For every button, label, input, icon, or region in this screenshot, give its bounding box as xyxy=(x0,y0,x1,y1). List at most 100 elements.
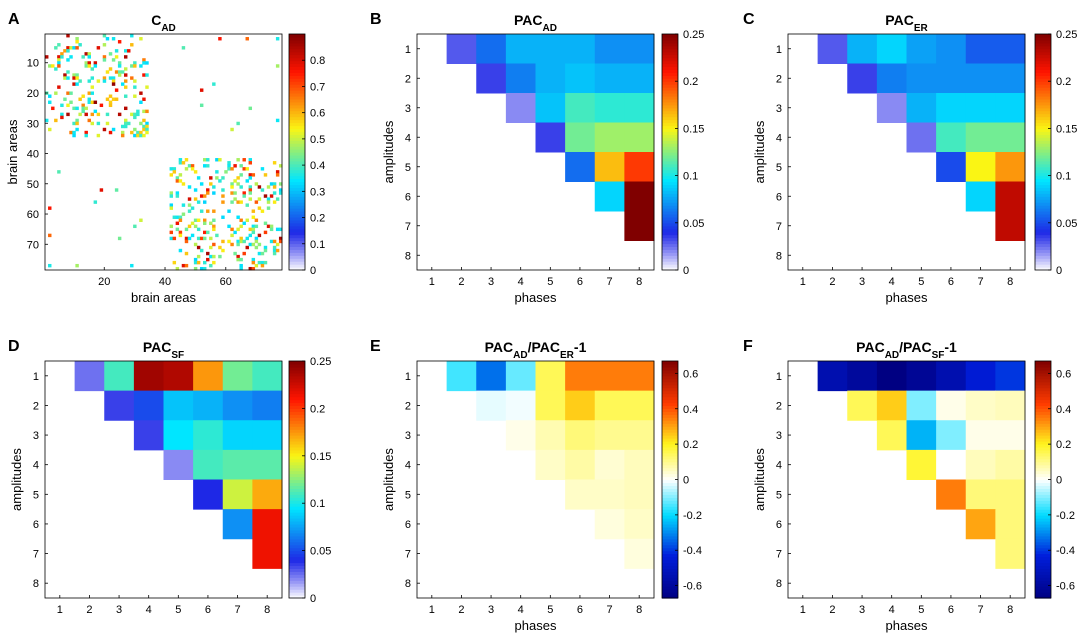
heatmap-cell xyxy=(193,218,198,222)
heatmap-cell xyxy=(278,227,283,232)
colorbar-swatch xyxy=(289,583,305,587)
heatmap-cell xyxy=(163,390,194,421)
colorbar-swatch xyxy=(289,518,305,522)
heatmap-cell xyxy=(876,63,907,94)
heatmap-cell xyxy=(145,61,149,65)
colorbar-swatch xyxy=(289,152,305,156)
colorbar-swatch xyxy=(662,172,678,177)
heatmap-cell xyxy=(181,161,186,165)
heatmap-cell xyxy=(74,361,105,392)
colorbar-swatch xyxy=(662,363,678,368)
heatmap-cell xyxy=(87,100,91,104)
heatmap-cell xyxy=(63,97,67,101)
heatmap-cell xyxy=(227,161,231,165)
x-tick-label: 3 xyxy=(859,276,865,288)
heatmap-cell xyxy=(48,127,52,132)
colorbar-tick-label: 0.2 xyxy=(1056,439,1071,451)
heatmap-cell xyxy=(230,233,234,238)
heatmap-cell xyxy=(215,176,219,180)
colorbar-swatch xyxy=(1035,414,1051,418)
heatmap-cell xyxy=(995,449,1026,480)
colorbar-swatch xyxy=(1035,134,1051,138)
heatmap-cell xyxy=(212,224,216,229)
heatmap-cell xyxy=(120,82,125,86)
heatmap-cell xyxy=(133,112,137,117)
colorbar-swatch xyxy=(662,163,678,168)
colorbar-swatch xyxy=(1035,184,1051,188)
colorbar-swatch xyxy=(1035,574,1051,578)
colorbar-swatch xyxy=(289,234,305,239)
heatmap-cell xyxy=(72,121,76,126)
colorbar-swatch xyxy=(1035,181,1051,186)
colorbar-tick-label: 0.2 xyxy=(683,439,698,451)
heatmap-cell xyxy=(206,164,210,168)
heatmap-cell xyxy=(248,173,253,177)
heatmap-cell xyxy=(78,43,82,47)
heatmap-cell xyxy=(66,76,70,80)
heatmap-cell xyxy=(254,245,259,250)
colorbar-swatch xyxy=(662,240,678,245)
y-tick-label: 3 xyxy=(776,430,782,442)
colorbar-swatch xyxy=(1035,384,1051,389)
colorbar-swatch xyxy=(662,213,678,218)
colorbar-swatch xyxy=(662,402,678,407)
heatmap-cell xyxy=(221,176,225,180)
colorbar-swatch xyxy=(289,190,305,194)
heatmap-cell xyxy=(60,52,64,56)
heatmap-cell xyxy=(184,251,189,256)
colorbar-swatch xyxy=(1035,509,1051,513)
heatmap-cell xyxy=(145,109,149,114)
heatmap-cell xyxy=(54,67,58,71)
heatmap-cell xyxy=(222,390,253,421)
heatmap-cell xyxy=(594,509,625,540)
heatmap-cell xyxy=(624,181,655,212)
heatmap-cell xyxy=(169,206,174,210)
colorbar-swatch xyxy=(662,405,678,409)
colorbar-swatch xyxy=(662,154,678,159)
colorbar-swatch xyxy=(662,571,678,575)
colorbar-swatch xyxy=(1035,577,1051,581)
colorbar-swatch xyxy=(1035,479,1051,484)
heatmap-cell xyxy=(90,67,95,71)
colorbar-swatch xyxy=(1035,494,1051,498)
colorbar-swatch xyxy=(1035,518,1051,522)
heatmap-cell xyxy=(124,106,128,111)
heatmap-cell xyxy=(206,158,210,162)
colorbar-swatch xyxy=(289,538,305,543)
heatmap-cell xyxy=(476,63,507,94)
heatmap-cell xyxy=(203,230,207,235)
heatmap-cell xyxy=(535,34,566,64)
heatmap-cell xyxy=(624,152,655,182)
heatmap-cell xyxy=(87,91,91,95)
heatmap-cell xyxy=(242,239,246,244)
colorbar-swatch xyxy=(289,535,305,540)
heatmap-cell xyxy=(130,64,134,68)
heatmap-cell xyxy=(906,93,937,123)
heatmap-cell xyxy=(565,34,596,64)
heatmap-cell xyxy=(199,88,204,92)
x-tick-label: 1 xyxy=(800,276,806,288)
heatmap-cell xyxy=(57,170,61,174)
heatmap-cell xyxy=(136,109,140,114)
colorbar-swatch xyxy=(289,571,305,575)
heatmap-cell xyxy=(96,112,101,117)
heatmap-cell xyxy=(193,188,198,192)
heatmap-cell xyxy=(212,227,216,232)
colorbar-swatch xyxy=(289,193,305,197)
colorbar-swatch xyxy=(662,535,678,540)
heatmap-cell xyxy=(105,97,110,101)
heatmap-cell xyxy=(63,73,67,77)
heatmap-cell xyxy=(624,93,655,123)
colorbar-swatch xyxy=(1035,455,1051,460)
colorbar-swatch xyxy=(1035,87,1051,91)
x-tick-label: 3 xyxy=(488,276,494,288)
colorbar-swatch xyxy=(289,113,305,118)
colorbar-swatch xyxy=(662,435,678,439)
colorbar-swatch xyxy=(289,78,305,82)
title-text: PAC xyxy=(885,12,914,28)
colorbar-swatch xyxy=(1035,42,1051,47)
colorbar-swatch xyxy=(1035,449,1051,454)
colorbar-frame xyxy=(288,360,306,599)
heatmap-cell xyxy=(252,479,283,510)
